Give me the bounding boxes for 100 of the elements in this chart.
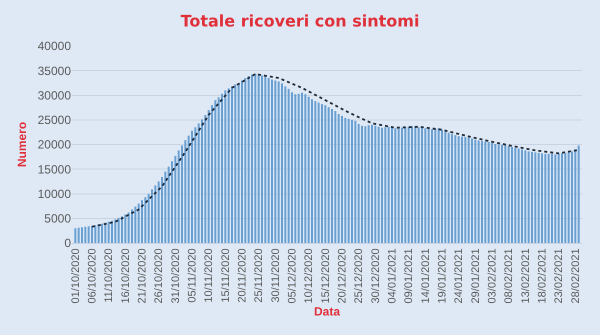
bar <box>551 154 553 243</box>
bar <box>381 128 383 243</box>
bar <box>491 143 493 243</box>
y-tick-label: 30000 <box>38 88 72 102</box>
bar <box>131 210 133 243</box>
x-tick-label: 29/01/2021 <box>470 248 482 304</box>
x-tick-label: 05/12/2020 <box>286 248 299 304</box>
bar <box>564 152 566 243</box>
bar <box>488 142 490 243</box>
bar <box>91 226 93 243</box>
bar <box>514 148 516 243</box>
bar <box>274 80 276 243</box>
bar <box>344 118 346 243</box>
bar <box>231 86 233 243</box>
bar <box>251 74 253 243</box>
bar <box>438 128 440 243</box>
bar <box>418 127 420 243</box>
bar <box>554 154 556 243</box>
bar <box>244 78 246 243</box>
bar <box>268 78 270 243</box>
y-tick-label: 40000 <box>38 39 72 54</box>
bar <box>318 102 320 243</box>
x-axis-title: Data <box>314 304 340 318</box>
y-tick-label: 35000 <box>38 64 72 78</box>
bar <box>111 220 113 243</box>
bar <box>144 197 146 243</box>
bar <box>364 126 366 243</box>
bar <box>88 226 90 243</box>
x-tick-label: 10/12/2020 <box>303 248 316 304</box>
bar <box>404 127 406 243</box>
bar <box>328 107 330 243</box>
bar <box>101 224 103 243</box>
x-tick-label: 11/10/2020 <box>103 248 116 303</box>
bar <box>388 126 390 243</box>
x-tick-label: 26/10/2020 <box>153 248 166 304</box>
bar <box>358 124 360 243</box>
y-tick-label: 20000 <box>38 138 72 152</box>
x-tick-label: 15/11/2020 <box>220 248 232 303</box>
x-tick-label: 03/02/2021 <box>486 248 499 304</box>
y-tick-label: 15000 <box>38 162 72 176</box>
bar <box>138 204 140 243</box>
bar <box>154 185 156 243</box>
bar <box>324 105 326 243</box>
bar <box>214 100 216 243</box>
bar <box>398 128 400 243</box>
chart-title: Totale ricoveri con sintomi <box>180 11 420 30</box>
bar <box>108 222 110 243</box>
bar <box>348 118 350 243</box>
bar <box>531 152 533 243</box>
x-tick-label: 18/02/2021 <box>536 248 549 304</box>
y-tick-label: 10000 <box>38 186 72 201</box>
bar <box>408 126 410 243</box>
x-tick-label: 13/02/2021 <box>520 248 532 304</box>
bar <box>278 81 280 243</box>
bar <box>354 120 356 243</box>
bar <box>351 120 353 243</box>
x-tick-label: 04/01/2021 <box>386 248 399 304</box>
bar <box>464 137 466 243</box>
bar <box>511 146 513 243</box>
bar <box>191 130 193 243</box>
bar <box>338 114 340 243</box>
bar <box>454 135 456 243</box>
bar <box>311 99 313 243</box>
bar <box>298 94 300 243</box>
bar <box>124 214 126 243</box>
bar <box>421 128 423 243</box>
bar <box>81 227 83 243</box>
bar <box>448 132 450 243</box>
bar <box>468 138 470 243</box>
bar <box>474 140 476 243</box>
bar <box>224 90 226 243</box>
bar <box>484 142 486 243</box>
bar <box>574 149 576 243</box>
bar <box>378 126 380 243</box>
x-tick-label: 20/12/2020 <box>336 248 349 304</box>
bar <box>538 152 540 243</box>
bar <box>478 140 480 243</box>
bar <box>428 128 430 243</box>
bar <box>201 119 203 243</box>
bar <box>281 83 283 243</box>
line-series <box>91 73 580 228</box>
bar <box>384 127 386 243</box>
bar <box>498 144 500 243</box>
bar <box>504 145 506 243</box>
x-tick-label: 15/12/2020 <box>320 248 332 304</box>
bar <box>134 206 136 243</box>
bar <box>258 74 260 243</box>
bar <box>451 134 453 243</box>
bar <box>241 80 243 243</box>
x-tick-label: 24/01/2021 <box>453 248 466 304</box>
y-tick-label: 5000 <box>44 212 72 226</box>
x-tick-label: 30/12/2020 <box>370 248 382 304</box>
bar <box>228 88 230 243</box>
x-tick-label: 25/12/2020 <box>353 248 366 304</box>
x-tick-label: 08/02/2021 <box>503 248 516 304</box>
bar <box>221 94 223 243</box>
x-tick-label: 06/10/2020 <box>86 248 99 304</box>
x-tick-label: 05/11/2020 <box>186 248 199 303</box>
bar <box>578 145 580 243</box>
bar <box>411 126 413 243</box>
